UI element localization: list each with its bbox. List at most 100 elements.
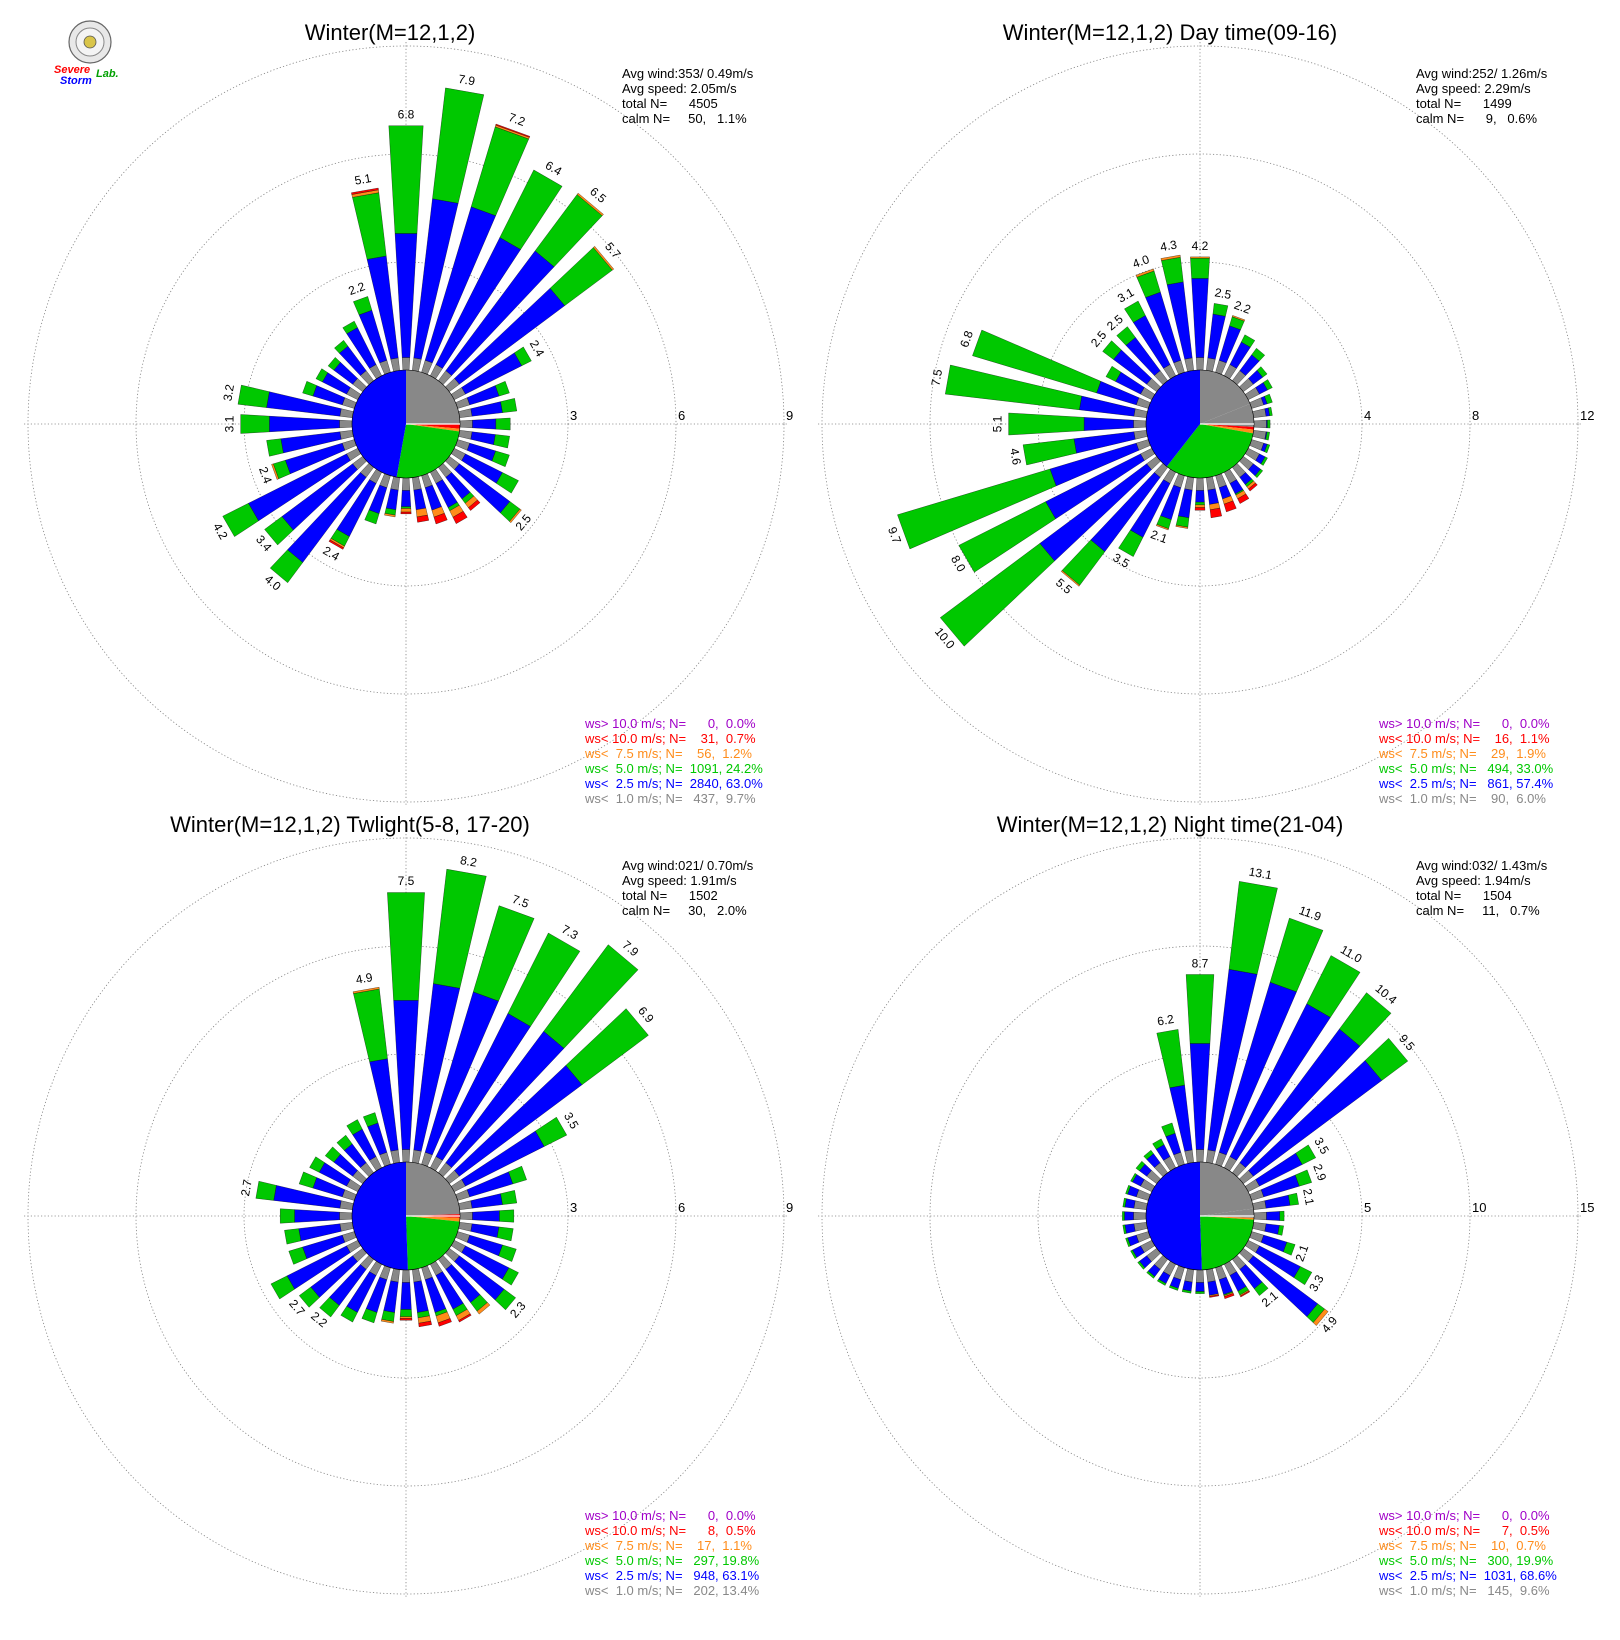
stats-line: Avg wind:021/ 0.70m/s	[622, 858, 754, 873]
bar-value-label: 7.9	[457, 72, 476, 89]
bar-seg-calm-gray	[1206, 1268, 1216, 1283]
bar-seg-green	[1264, 443, 1271, 454]
bar-seg-orange	[1060, 570, 1080, 587]
bar-dir-200	[361, 1265, 391, 1324]
bar-seg-green	[1293, 1266, 1313, 1285]
bar-dir-290	[1125, 1185, 1151, 1201]
ring-label: 9	[786, 408, 793, 423]
bar-dir-180	[1194, 477, 1206, 511]
bar-value-label: 2.4	[256, 465, 275, 486]
bar-dir-0: 6.8	[388, 107, 424, 371]
bar-value-label: 9.5	[1396, 1032, 1418, 1054]
bar-value-label: 6.8	[398, 107, 415, 121]
bar-seg-green	[1152, 1138, 1165, 1150]
bar-dir-300	[309, 1156, 362, 1192]
bar-dir-130: 2.5	[445, 456, 534, 533]
bar-dir-200	[1169, 1265, 1185, 1291]
legend-entry: ws< 7.5 m/s; N= 29, 1.9%	[1378, 746, 1546, 761]
bar-dir-170	[412, 1268, 432, 1328]
bar-dir-120	[450, 1240, 519, 1286]
bar-value-label: 8.7	[1192, 956, 1209, 970]
bar-seg-orange	[576, 192, 604, 216]
bar-seg-blue	[1195, 490, 1205, 503]
bar-seg-green	[432, 87, 485, 204]
lab-logo-text: Severe Storm Lab.	[54, 64, 119, 87]
bar-dir-300	[315, 368, 362, 400]
bar-seg-red	[1209, 507, 1222, 519]
bar-seg-blue	[394, 233, 418, 358]
bar-dir-210: 2.4	[320, 468, 382, 564]
legend-entry: ws< 10.0 m/s; N= 7, 0.5%	[1378, 1523, 1550, 1538]
bar-dir-40	[1232, 348, 1266, 385]
legend-entry: ws< 5.0 m/s; N= 297, 19.8%	[584, 1553, 760, 1568]
bar-value-label: 4.6	[1007, 447, 1024, 466]
bar-seg-green	[1169, 1285, 1179, 1291]
bar-dir-160	[421, 1265, 452, 1327]
bar-dir-100	[1252, 430, 1270, 441]
bar-seg-green	[1260, 456, 1268, 466]
stats-line: Avg wind:032/ 1.43m/s	[1416, 858, 1548, 873]
bar-seg-orange	[1175, 524, 1189, 529]
bar-seg-calm-gray	[1196, 1149, 1204, 1163]
bar-seg-green	[493, 434, 510, 449]
bar-seg-green	[1254, 468, 1263, 478]
bar-value-label: 2.1	[1293, 1243, 1312, 1264]
bar-seg-green	[958, 501, 1056, 573]
bar-seg-calm-gray	[1253, 420, 1267, 428]
bar-seg-calm-gray	[459, 420, 473, 428]
bar-dir-130	[1239, 456, 1263, 478]
bar-seg-red	[328, 539, 344, 550]
bar-dir-250: 2.4	[256, 439, 357, 486]
bar-seg-green	[507, 932, 581, 1027]
bar-seg-green	[1135, 1160, 1146, 1172]
bar-seg-red	[416, 514, 429, 523]
bar-seg-green	[972, 329, 1101, 394]
bar-seg-green	[315, 368, 328, 383]
stats-line: total N= 1504	[1416, 888, 1512, 903]
bar-seg-calm-gray	[1184, 1149, 1194, 1164]
bar-seg-red	[1209, 1294, 1220, 1298]
bar-seg-red	[1194, 507, 1206, 511]
bar-seg-green	[1130, 1249, 1138, 1259]
bar-seg-green	[535, 1116, 568, 1147]
bar-value-label: 7.5	[398, 874, 415, 888]
ring-label: 10	[1472, 1200, 1486, 1215]
bar-seg-green	[1254, 1281, 1269, 1296]
calm-slice-gray	[1200, 1162, 1254, 1216]
logo-seal-center	[83, 35, 97, 49]
bar-dir-280	[1122, 1197, 1148, 1210]
bar-dir-40: 7.9	[438, 938, 642, 1177]
bar-seg-green	[1228, 881, 1278, 975]
legend-entry: ws< 10.0 m/s; N= 16, 1.1%	[1378, 731, 1550, 746]
bar-dir-50	[1239, 366, 1268, 392]
bar-seg-calm-gray	[1133, 430, 1148, 440]
bar-value-label: 7.3	[559, 922, 581, 943]
stats-line: total N= 4505	[622, 96, 718, 111]
bar-seg-green	[1195, 1291, 1205, 1294]
bar-dir-270	[280, 1208, 353, 1224]
bar-dir-220	[1146, 1255, 1168, 1279]
bar-dir-320	[334, 340, 374, 385]
bar-dir-0: 4.2	[1190, 239, 1210, 371]
bar-seg-orange	[1160, 254, 1181, 261]
bar-seg-calm-gray	[339, 408, 354, 418]
bar-seg-blue	[1264, 1223, 1280, 1235]
panel-title: Winter(M=12,1,2) Day time(09-16)	[1003, 20, 1337, 45]
bar-seg-calm-gray	[1184, 1268, 1194, 1283]
calm-slice-green	[406, 1216, 460, 1270]
bar-dir-180	[399, 1269, 413, 1321]
bar-seg-calm-gray	[412, 1268, 422, 1283]
bar-dir-250: 9.7	[885, 439, 1151, 550]
bar-seg-blue	[269, 415, 340, 433]
bar-dir-10: 2.5	[1206, 285, 1233, 372]
calm-slice-orange	[406, 1216, 460, 1222]
bar-seg-calm-gray	[1184, 357, 1194, 372]
bar-seg-green	[498, 1244, 517, 1262]
bar-dir-110	[455, 439, 510, 467]
bar-seg-blue	[470, 1193, 503, 1209]
bar-seg-red	[1224, 1293, 1235, 1299]
bar-value-label: 9.7	[885, 525, 904, 546]
calm-pie	[351, 369, 461, 479]
bar-seg-calm-gray	[412, 357, 422, 372]
ring-label: 4	[1364, 408, 1371, 423]
